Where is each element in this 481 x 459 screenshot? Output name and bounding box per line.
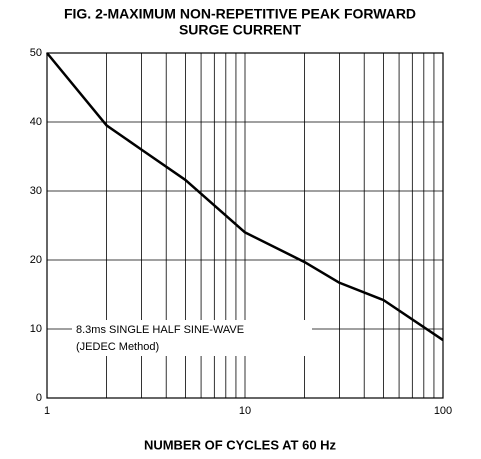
chart-title: SURGE CURRENT: [179, 22, 302, 38]
x-tick-label: 10: [239, 405, 251, 417]
x-axis-label: NUMBER OF CYCLES AT 60 Hz: [144, 437, 337, 452]
curve: [46, 52, 444, 342]
y-tick-label: 40: [30, 116, 42, 128]
annotation-bg: [72, 320, 312, 356]
y-tick-label: 30: [30, 185, 42, 197]
annotation: (JEDEC Method): [76, 341, 159, 353]
y-tick-label: 20: [30, 254, 42, 266]
annotation: 8.3ms SINGLE HALF SINE-WAVE: [76, 324, 244, 336]
x-tick-label: 1: [44, 405, 50, 417]
chart-title: FIG. 2-MAXIMUM NON-REPETITIVE PEAK FORWA…: [64, 6, 416, 22]
y-tick-label: 50: [30, 47, 42, 59]
y-tick-label: 0: [36, 392, 42, 404]
x-tick-label: 100: [434, 405, 452, 417]
y-tick-label: 10: [30, 323, 42, 335]
